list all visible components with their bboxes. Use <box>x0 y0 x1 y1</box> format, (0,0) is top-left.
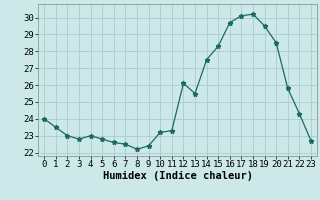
X-axis label: Humidex (Indice chaleur): Humidex (Indice chaleur) <box>103 171 252 181</box>
